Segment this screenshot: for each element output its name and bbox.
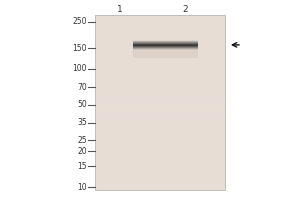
Bar [133, 48, 197, 49]
Bar [95, 24, 225, 32]
Bar [95, 15, 225, 190]
Text: 100: 100 [73, 64, 87, 73]
Bar [95, 120, 225, 129]
Bar [95, 94, 225, 102]
Bar [133, 40, 197, 41]
Bar [95, 138, 225, 146]
Text: 50: 50 [77, 100, 87, 109]
Bar [95, 85, 225, 94]
Bar [133, 50, 197, 58]
Text: 10: 10 [77, 182, 87, 192]
Bar [95, 68, 225, 76]
Bar [133, 44, 197, 45]
Bar [95, 76, 225, 85]
Bar [133, 45, 197, 46]
Bar [95, 181, 225, 190]
Text: 2: 2 [182, 5, 188, 15]
Bar [95, 32, 225, 41]
Bar [95, 146, 225, 155]
Text: 250: 250 [73, 18, 87, 26]
Text: 20: 20 [77, 147, 87, 156]
Bar [95, 164, 225, 172]
Bar [95, 50, 225, 59]
Text: 70: 70 [77, 83, 87, 92]
Text: 25: 25 [77, 136, 87, 145]
Bar [95, 155, 225, 164]
Bar [95, 129, 225, 138]
Text: 1: 1 [117, 5, 123, 15]
Text: 35: 35 [77, 118, 87, 127]
Bar [133, 43, 197, 44]
Bar [133, 42, 197, 43]
Bar [133, 46, 197, 47]
Bar [95, 102, 225, 111]
Bar [95, 172, 225, 181]
Bar [95, 15, 225, 24]
Bar [95, 41, 225, 50]
Bar [133, 47, 197, 48]
Bar [95, 111, 225, 120]
Bar [133, 41, 197, 42]
Bar [133, 49, 197, 50]
Text: 15: 15 [77, 162, 87, 171]
Text: 150: 150 [73, 44, 87, 53]
Bar [95, 59, 225, 68]
